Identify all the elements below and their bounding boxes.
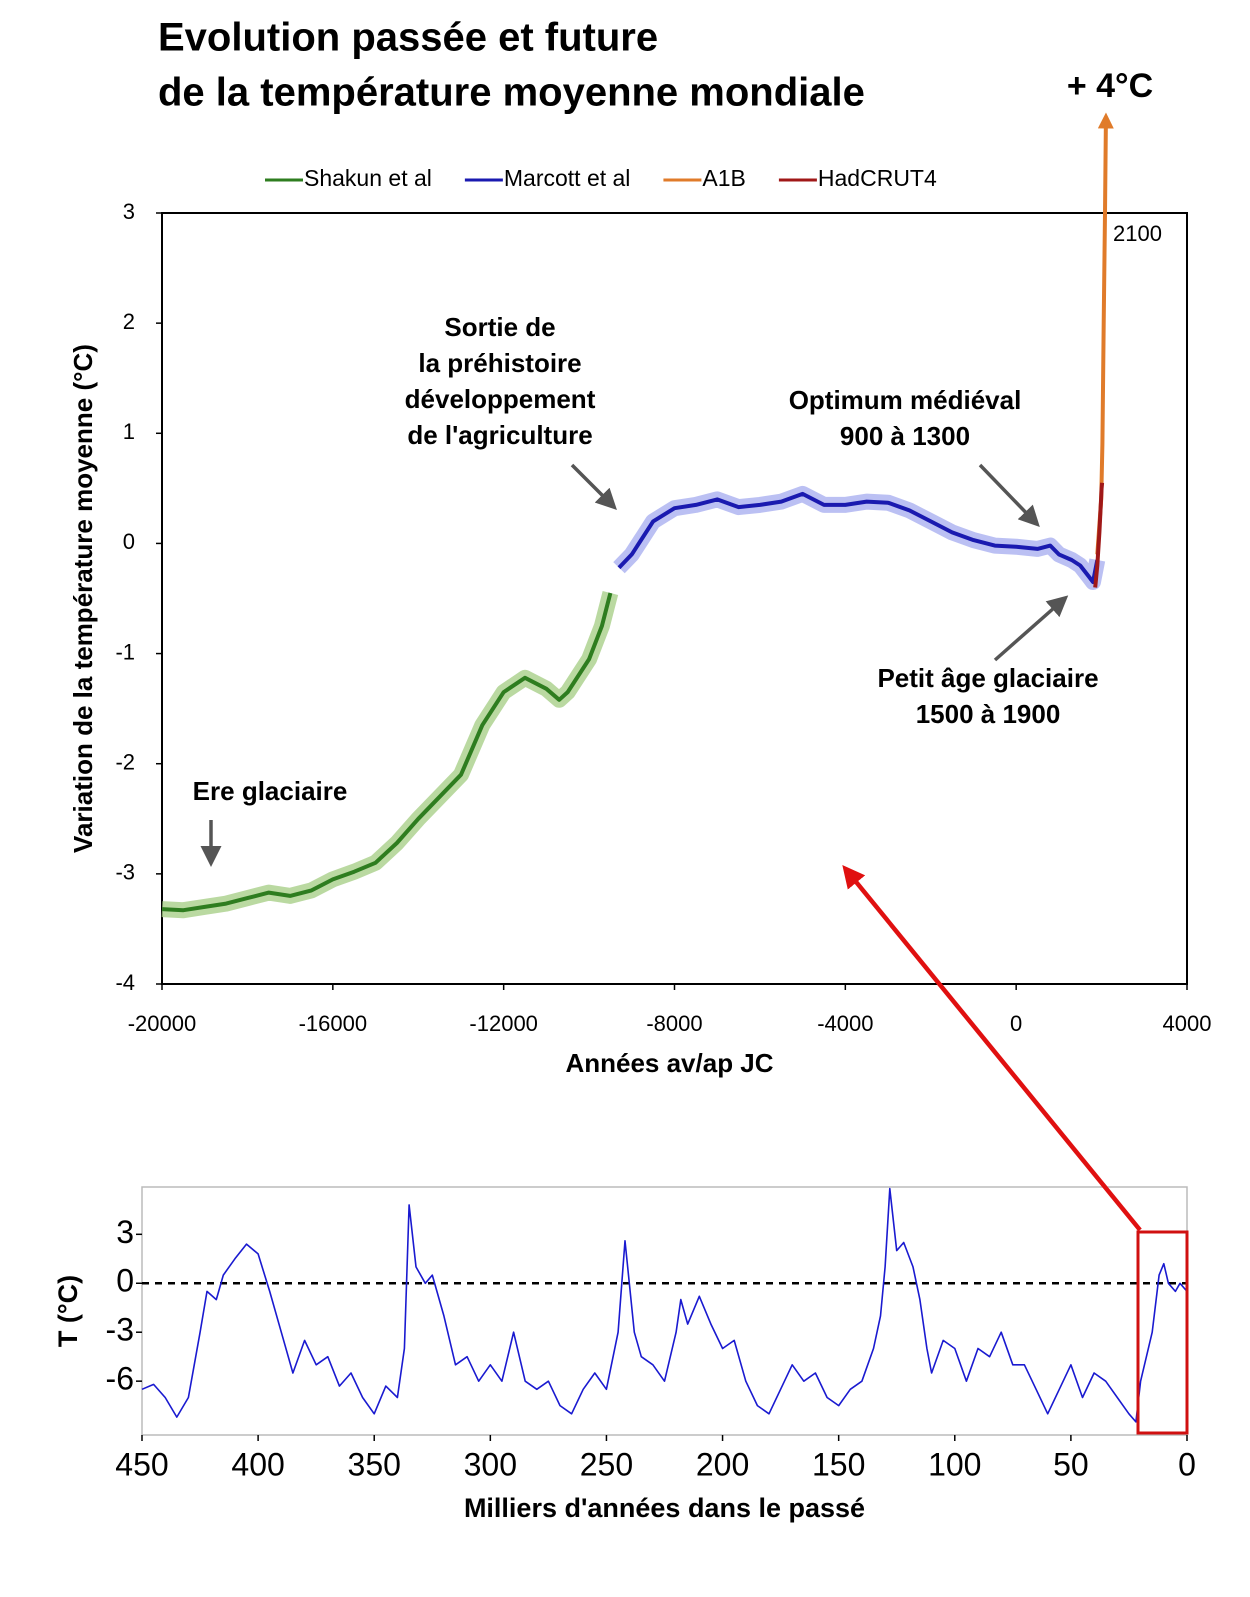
series-line [1093,482,1105,588]
y-axis-title: Variation de la température moyenne (°C) [68,344,98,853]
x-tick-label: 0 [1010,1011,1022,1036]
x-tick-label: 50 [1053,1446,1089,1482]
annotation: 2100 [1113,221,1162,246]
series-line [161,592,613,913]
annotation: Petit âge glaciaire [877,663,1098,693]
x-tick-label: -8000 [646,1011,702,1036]
annotation-arrow [570,463,617,510]
annotation: Sortie de [444,312,555,342]
y-tick-label: 0 [116,1263,134,1299]
legend-label: Shakun et al [304,165,432,191]
annotation: Ere glaciaire [193,776,348,806]
y-tick-label: -3 [106,1312,134,1348]
legend-label: HadCRUT4 [818,165,937,191]
plot-frame [141,1186,1188,1436]
y-tick-label: -4 [115,970,135,995]
x-tick-label: 4000 [1163,1011,1212,1036]
x-tick-label: 400 [231,1446,284,1482]
annotation: développement [405,384,596,414]
x-tick-label: 350 [348,1446,401,1482]
x-axis-title: Milliers d'années dans le passé [464,1493,865,1523]
y-tick-label: -6 [106,1361,134,1397]
y-tick-label: -3 [115,860,135,885]
x-tick-label: -4000 [817,1011,873,1036]
x-tick-label: 150 [812,1446,865,1482]
annotation: Optimum médiéval [789,385,1022,415]
legend-label: A1B [702,165,745,191]
legend-label: Marcott et al [504,165,631,191]
y-tick-label: 2 [123,309,135,334]
x-tick-label: 250 [580,1446,633,1482]
y-tick-label: -1 [115,639,135,664]
y-axis-title: T (°C) [53,1275,83,1347]
annotation: de l'agriculture [407,420,592,450]
y-tick-label: 1 [123,419,135,444]
uncertainty-band [161,591,619,919]
y-tick-label: 0 [123,529,135,554]
annotation: la préhistoire [418,348,581,378]
series-line [141,1187,1188,1423]
x-tick-label: -20000 [128,1011,197,1036]
x-axis-title: Années av/ap JC [565,1048,773,1078]
zoom-arrow [842,865,1142,1232]
annotation: 1500 à 1900 [916,699,1061,729]
x-tick-label: 300 [464,1446,517,1482]
y-tick-label: 3 [116,1214,134,1250]
chart-title: de la température moyenne mondiale [158,71,865,115]
x-tick-label: -16000 [299,1011,368,1036]
plot-frame [161,212,1188,985]
x-tick-label: 0 [1178,1446,1196,1482]
chart-title: Evolution passée et future [158,16,658,60]
x-tick-label: 450 [115,1446,168,1482]
annotation: 900 à 1300 [840,421,970,451]
annotation-arrow [993,595,1069,662]
x-tick-label: 200 [696,1446,749,1482]
y-tick-label: 3 [123,199,135,224]
zoom-box [1136,1230,1189,1435]
annotation: + 4°C [1067,67,1153,105]
y-tick-label: -2 [115,750,135,775]
annotation-arrow [978,463,1040,528]
x-tick-label: 100 [928,1446,981,1482]
x-tick-label: -12000 [469,1011,538,1036]
series-line [617,491,1100,584]
